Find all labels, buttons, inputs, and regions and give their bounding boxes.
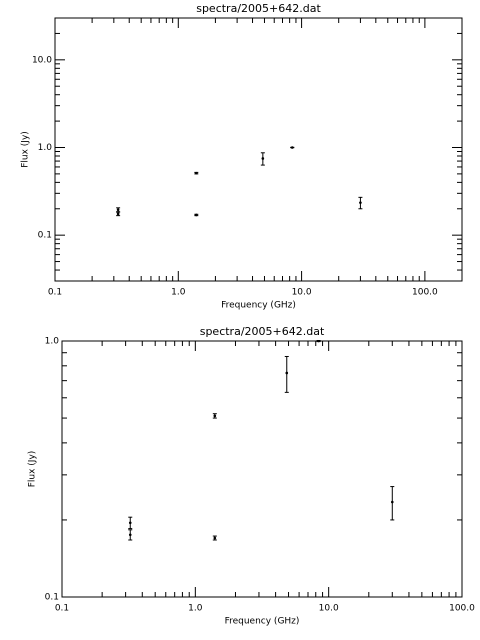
x-tick-label: 1.0	[188, 604, 203, 614]
data-point	[195, 171, 198, 175]
x-tick-label: 100.0	[412, 288, 438, 298]
data-point	[116, 208, 120, 212]
y-tick-label: 0.1	[45, 593, 59, 603]
data-point	[213, 536, 217, 540]
data-point	[359, 201, 362, 204]
x-tick-label: 100.0	[449, 604, 475, 614]
data-point	[128, 521, 132, 525]
chart-title: spectra/2005+642.dat	[196, 2, 321, 15]
data-point	[285, 371, 289, 375]
data-point	[261, 157, 265, 160]
data-point	[317, 340, 320, 343]
plot-frame	[54, 17, 463, 282]
x-tick-label: 1.0	[171, 288, 186, 298]
data-point	[195, 213, 198, 217]
plot-frame	[61, 340, 463, 598]
y-tick-label: 1.0	[38, 143, 53, 153]
data-layer	[116, 146, 363, 217]
x-tick-label: 10.0	[319, 604, 339, 614]
x-tick-label: 0.1	[55, 604, 69, 614]
x-axis-label: Frequency (GHz)	[225, 617, 300, 627]
data-point	[290, 146, 294, 149]
y-axis-label: Flux (Jy)	[21, 131, 31, 168]
data-layer	[128, 340, 395, 541]
x-tick-label: 10.0	[292, 288, 312, 298]
y-tick-label: 0.1	[38, 231, 52, 241]
data-point	[213, 414, 217, 418]
x-tick-label: 0.1	[48, 288, 62, 298]
y-tick-label: 10.0	[32, 55, 52, 65]
data-point	[128, 533, 132, 537]
data-point	[390, 500, 394, 504]
chart-title: spectra/2005+642.dat	[200, 325, 325, 338]
data-point	[116, 212, 120, 216]
y-tick-label: 1.0	[45, 337, 60, 347]
y-axis-label: Flux (Jy)	[28, 451, 38, 488]
x-axis-label: Frequency (GHz)	[221, 301, 296, 311]
